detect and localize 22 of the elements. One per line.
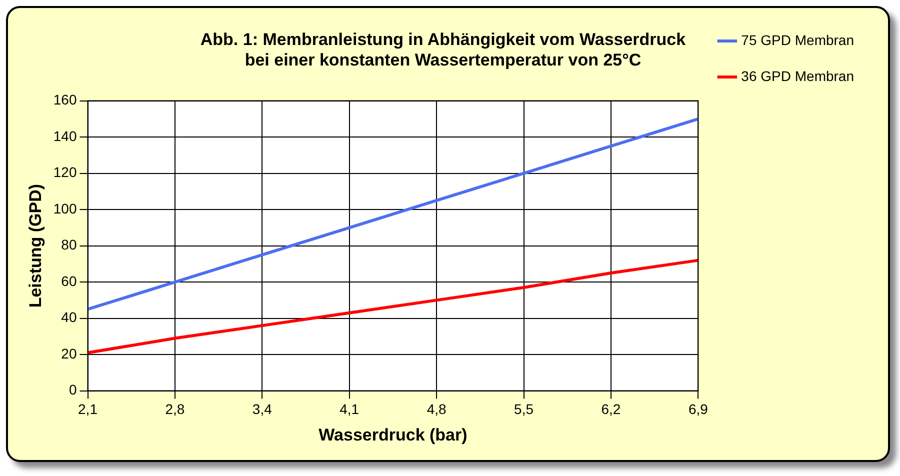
y-tick-label: 60: [61, 272, 77, 289]
x-axis-title: Wasserdruck (bar): [318, 425, 468, 444]
x-tick-label: 2,1: [78, 401, 98, 418]
y-tick-label: 140: [53, 128, 77, 144]
y-tick-label: 80: [61, 236, 77, 253]
x-tick-label: 2,8: [165, 401, 185, 418]
y-tick-label: 0: [68, 382, 77, 398]
x-tick-label: 4,1: [340, 401, 360, 418]
y-tick-label: 120: [53, 164, 77, 180]
legend-label: 75 GPD Membran: [741, 32, 854, 48]
x-tick-label: 5,5: [514, 401, 534, 418]
legend-label: 36 GPD Membran: [741, 68, 854, 84]
y-axis-title: Leistung (GPD): [26, 184, 45, 308]
chart-title: Abb. 1: Membranleistung in Abhängigkeit vom Wasserdruck bei einer konstanten Wassertemperatur von 25°C: [200, 30, 686, 70]
x-tick-label: 6,2: [601, 401, 621, 418]
y-tick-label: 20: [61, 345, 77, 362]
x-tick-label: 3,4: [252, 401, 272, 418]
y-tick-label: 40: [61, 309, 77, 326]
x-tick-label: 6,9: [688, 401, 708, 418]
y-tick-label: 100: [53, 200, 77, 216]
y-tick-label: 160: [53, 92, 77, 108]
x-tick-label: 4,8: [426, 401, 447, 418]
